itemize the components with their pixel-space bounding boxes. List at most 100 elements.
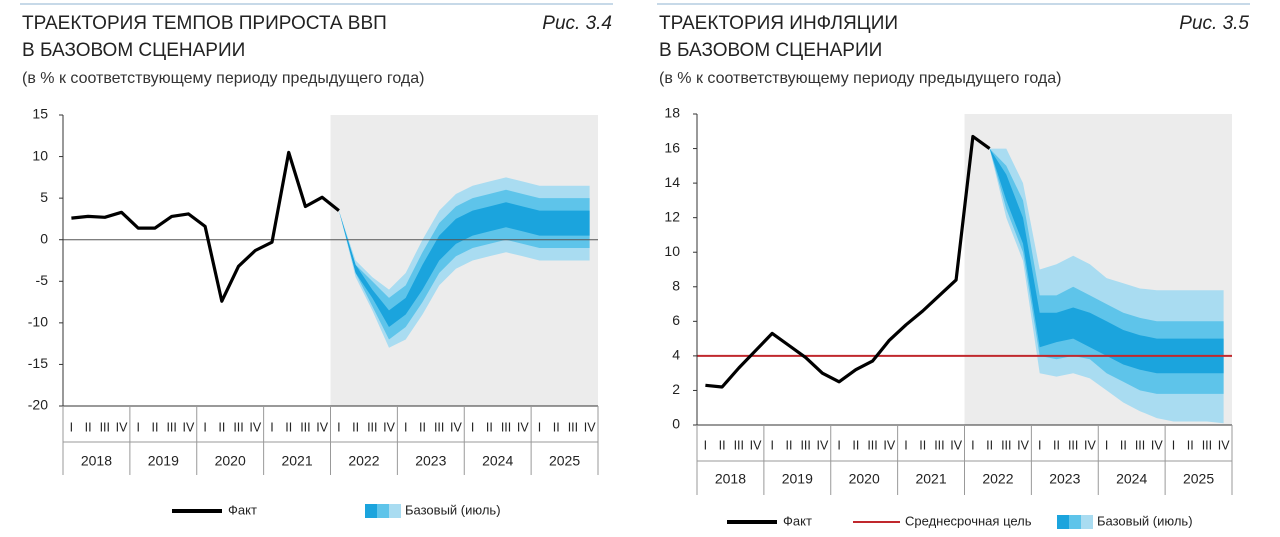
y-tick-label: 6 — [672, 312, 680, 328]
x-tick-label: III — [568, 420, 578, 434]
x-tick-label: IV — [816, 438, 828, 452]
chart-title: В БАЗОВОМ СЦЕНАРИИ — [22, 40, 245, 61]
x-tick-label: IV — [517, 420, 529, 434]
y-tick-label: 12 — [664, 208, 680, 224]
x-tick-label: I — [1038, 438, 1041, 452]
y-tick-label: 4 — [672, 347, 680, 363]
year-label: 2019 — [148, 453, 179, 469]
figure-label: Рис. 3.5 — [1179, 13, 1249, 34]
legend-label: Среднесрочная цель — [905, 513, 1032, 528]
x-tick-label: II — [218, 420, 225, 434]
y-tick-label: 0 — [40, 230, 48, 246]
x-tick-label: IV — [950, 438, 962, 452]
chart-subtitle: (в % к соответствующему периоду предыдущ… — [659, 70, 1061, 87]
x-tick-label: IV — [1084, 438, 1096, 452]
x-tick-label: IV — [450, 420, 462, 434]
x-tick-label: I — [704, 438, 707, 452]
y-tick-label: 0 — [672, 416, 680, 432]
y-tick-label: 14 — [664, 174, 680, 190]
y-tick-label: -15 — [28, 355, 48, 371]
x-tick-label: I — [203, 420, 206, 434]
x-tick-label: I — [270, 420, 273, 434]
y-tick-label: 2 — [672, 381, 680, 397]
x-tick-label: I — [837, 438, 840, 452]
x-tick-label: II — [719, 438, 726, 452]
legend-swatch — [1081, 515, 1093, 529]
fan-band — [338, 202, 590, 327]
x-tick-label: IV — [249, 420, 261, 434]
year-label: 2020 — [849, 471, 880, 487]
y-tick-label: -5 — [36, 272, 49, 288]
year-label: 2024 — [1116, 471, 1147, 487]
legend-swatch — [1069, 515, 1081, 529]
year-label: 2019 — [782, 471, 813, 487]
year-label: 2021 — [915, 471, 946, 487]
year-label: 2025 — [549, 453, 580, 469]
x-tick-label: III — [501, 420, 511, 434]
x-tick-label: III — [800, 438, 810, 452]
x-tick-label: IV — [750, 438, 762, 452]
x-tick-label: II — [986, 438, 993, 452]
x-tick-label: IV — [1151, 438, 1163, 452]
x-tick-label: I — [1105, 438, 1108, 452]
chart-subtitle: (в % к соответствующему периоду предыдущ… — [22, 70, 424, 87]
x-tick-label: IV — [383, 420, 395, 434]
figure-label: Рис. 3.4 — [542, 13, 612, 34]
legend-label: Факт — [228, 502, 257, 517]
x-tick-label: II — [352, 420, 359, 434]
x-tick-label: II — [852, 438, 859, 452]
x-tick-label: II — [419, 420, 426, 434]
chart-title: ТРАЕКТОРИЯ ТЕМПОВ ПРИРОСТА ВВП — [22, 13, 387, 34]
x-tick-label: III — [367, 420, 377, 434]
x-tick-label: IV — [1218, 438, 1230, 452]
year-label: 2018 — [81, 453, 112, 469]
x-tick-label: III — [1001, 438, 1011, 452]
y-tick-label: -10 — [28, 314, 48, 330]
y-tick-label: -20 — [28, 397, 48, 413]
legend-swatch — [389, 504, 401, 518]
year-label: 2020 — [215, 453, 246, 469]
x-tick-label: I — [538, 420, 541, 434]
y-tick-label: 8 — [672, 277, 680, 293]
fact-line — [71, 150, 340, 303]
x-tick-label: III — [934, 438, 944, 452]
x-tick-label: I — [471, 420, 474, 434]
legend-swatch — [1057, 515, 1069, 529]
year-label: 2023 — [415, 453, 446, 469]
year-label: 2023 — [1049, 471, 1080, 487]
year-label: 2018 — [715, 471, 746, 487]
legend-label: Базовый (июль) — [405, 502, 501, 517]
x-tick-label: II — [553, 420, 560, 434]
x-tick-label: III — [434, 420, 444, 434]
x-tick-label: IV — [316, 420, 328, 434]
x-tick-label: III — [233, 420, 243, 434]
x-tick-label: I — [770, 438, 773, 452]
year-label: 2021 — [281, 453, 312, 469]
x-tick-label: II — [1053, 438, 1060, 452]
x-tick-label: I — [70, 420, 73, 434]
legend-label: Факт — [783, 513, 812, 528]
x-tick-label: I — [337, 420, 340, 434]
x-tick-label: II — [151, 420, 158, 434]
fact-line — [705, 134, 991, 389]
fan-band — [989, 148, 1224, 374]
x-tick-label: I — [1172, 438, 1175, 452]
x-tick-label: I — [404, 420, 407, 434]
x-tick-label: II — [486, 420, 493, 434]
x-tick-label: III — [100, 420, 110, 434]
x-tick-label: III — [867, 438, 877, 452]
x-tick-label: II — [785, 438, 792, 452]
legend-label: Базовый (июль) — [1097, 513, 1193, 528]
x-tick-label: I — [136, 420, 139, 434]
x-tick-label: I — [971, 438, 974, 452]
y-tick-label: 15 — [32, 106, 48, 122]
chart-title: ТРАЕКТОРИЯ ИНФЛЯЦИИ — [659, 13, 898, 34]
x-tick-label: I — [904, 438, 907, 452]
x-tick-label: IV — [182, 420, 194, 434]
year-label: 2022 — [982, 471, 1013, 487]
x-tick-label: IV — [584, 420, 596, 434]
x-tick-label: III — [1202, 438, 1212, 452]
y-tick-label: 18 — [664, 105, 680, 121]
x-tick-label: II — [919, 438, 926, 452]
